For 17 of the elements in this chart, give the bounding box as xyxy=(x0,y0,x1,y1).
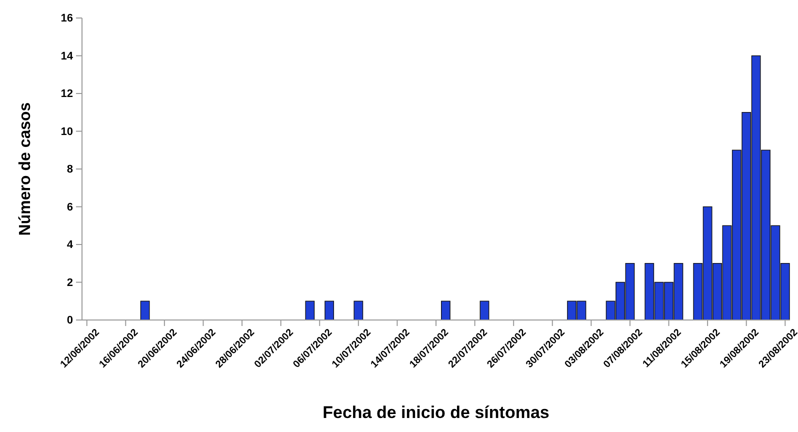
y-axis-title: Número de casos xyxy=(17,102,34,236)
y-tick-label: 14 xyxy=(60,50,74,62)
bar xyxy=(324,300,334,320)
bar xyxy=(354,300,364,320)
bar xyxy=(480,300,490,320)
y-tick-label: 2 xyxy=(66,276,73,289)
bar xyxy=(140,300,150,320)
bar xyxy=(305,300,315,320)
y-tick-label: 6 xyxy=(66,201,73,214)
y-tick-label: 12 xyxy=(60,88,73,100)
y-tick-label: 0 xyxy=(66,314,73,327)
y-tick-label: 8 xyxy=(66,164,73,176)
x-axis-title: Fecha de inicio de síntomas xyxy=(322,403,550,422)
y-tick-label: 16 xyxy=(60,12,73,25)
y-tick-label: 10 xyxy=(60,126,73,138)
bar xyxy=(441,300,450,320)
y-tick-label: 4 xyxy=(66,239,74,252)
